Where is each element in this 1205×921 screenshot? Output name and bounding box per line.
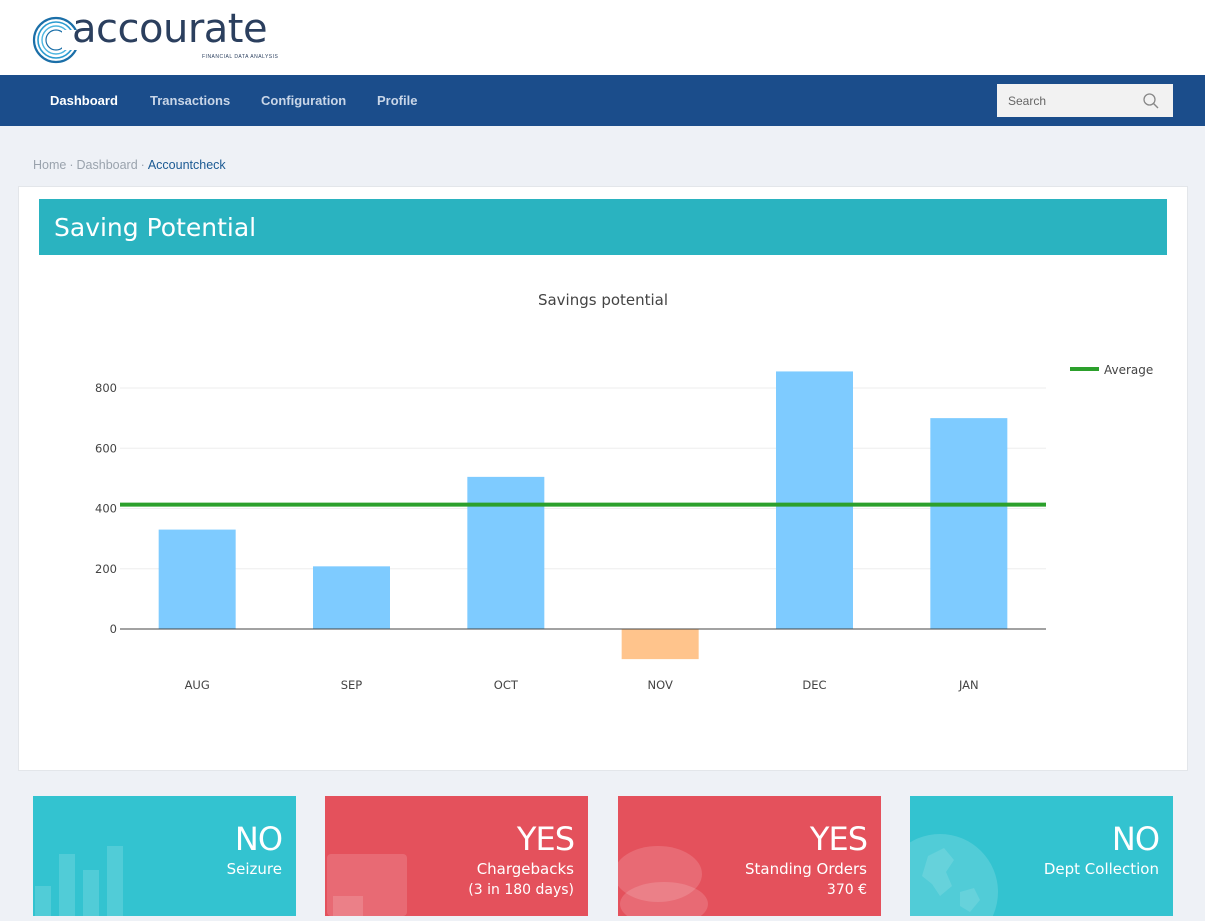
x-tick-label: AUG [185,678,210,692]
tile-label: Dept Collection [1043,860,1159,878]
bar-chart-icon [35,846,123,916]
tile-seizure: NO Seizure [33,796,296,916]
nav-dashboard[interactable]: Dashboard [50,93,118,108]
brand-name: accourate [72,6,268,52]
tile-value: NO [1111,820,1160,858]
search-input[interactable] [997,84,1137,117]
chart-bars [158,371,1008,660]
y-tick-label: 200 [95,562,117,576]
x-tick-label: DEC [802,678,826,692]
chart-grid [120,387,1046,570]
panel-header: Saving Potential [39,199,1167,255]
coins-icon [618,846,708,916]
y-tick-label: 800 [95,381,117,395]
breadcrumb: Home · Dashboard · Accountcheck [33,158,226,172]
tile-value: YES [516,820,575,858]
chart-title: Savings potential [538,291,668,309]
bar-dec[interactable] [776,371,853,629]
x-tick-label: SEP [341,678,363,692]
tile-label: Chargebacks [476,860,574,878]
breadcrumb-home[interactable]: Home [33,158,67,172]
saving-potential-panel: Saving Potential Savings potential 0 200 4… [18,186,1188,771]
search-box [997,84,1173,117]
tile-chargebacks: YES Chargebacks (3 in 180 days) [325,796,588,916]
bar-oct[interactable] [467,476,545,629]
bar-aug[interactable] [158,529,236,629]
tile-sub: 370 € [826,882,867,898]
main-nav: Dashboard Transactions Configuration Pro… [0,75,1205,126]
breadcrumb-separator: · [140,158,145,172]
nav-profile[interactable]: Profile [377,93,418,108]
bar-jan[interactable] [930,418,1008,629]
chart-y-ticks: 0 200 400 600 800 [95,381,117,636]
y-tick-label: 600 [95,441,117,455]
legend-label-average: Average [1104,363,1153,377]
chart-legend: Average [1070,363,1153,377]
breadcrumb-separator: · [69,158,74,172]
logo[interactable]: accourate FINANCIAL DATA ANALYSIS [32,6,292,70]
search-icon[interactable] [1142,92,1160,110]
tile-label: Seizure [226,860,282,878]
tile-dept-collection: NO Dept Collection [910,796,1173,916]
wallet-icon [327,854,407,916]
chart-x-ticks: AUG SEP OCT NOV DEC JAN [185,678,979,692]
header: accourate FINANCIAL DATA ANALYSIS [0,0,1205,75]
x-tick-label: JAN [958,678,979,692]
breadcrumb-current: Accountcheck [147,158,226,172]
breadcrumb-dashboard[interactable]: Dashboard [76,158,138,172]
tile-label: Standing Orders [744,860,867,878]
bar-sep[interactable] [313,566,390,629]
brand-tagline: FINANCIAL DATA ANALYSIS [202,54,279,60]
tile-value: NO [234,820,283,858]
bar-nov[interactable] [621,629,699,660]
x-tick-label: OCT [494,678,519,692]
globe-icon [910,834,998,916]
tile-standing-orders: YES Standing Orders 370 € [618,796,881,916]
y-tick-label: 400 [95,502,117,516]
nav-transactions[interactable]: Transactions [150,93,231,108]
logo-mark-icon [32,16,82,64]
panel-title: Saving Potential [54,213,257,242]
nav-configuration[interactable]: Configuration [261,93,347,108]
tile-value: YES [809,820,868,858]
savings-chart: Savings potential 0 200 400 600 800 AUG SEP OC… [95,291,1153,692]
y-tick-label: 0 [110,622,117,636]
tile-sub: (3 in 180 days) [468,882,574,898]
x-tick-label: NOV [648,678,673,692]
